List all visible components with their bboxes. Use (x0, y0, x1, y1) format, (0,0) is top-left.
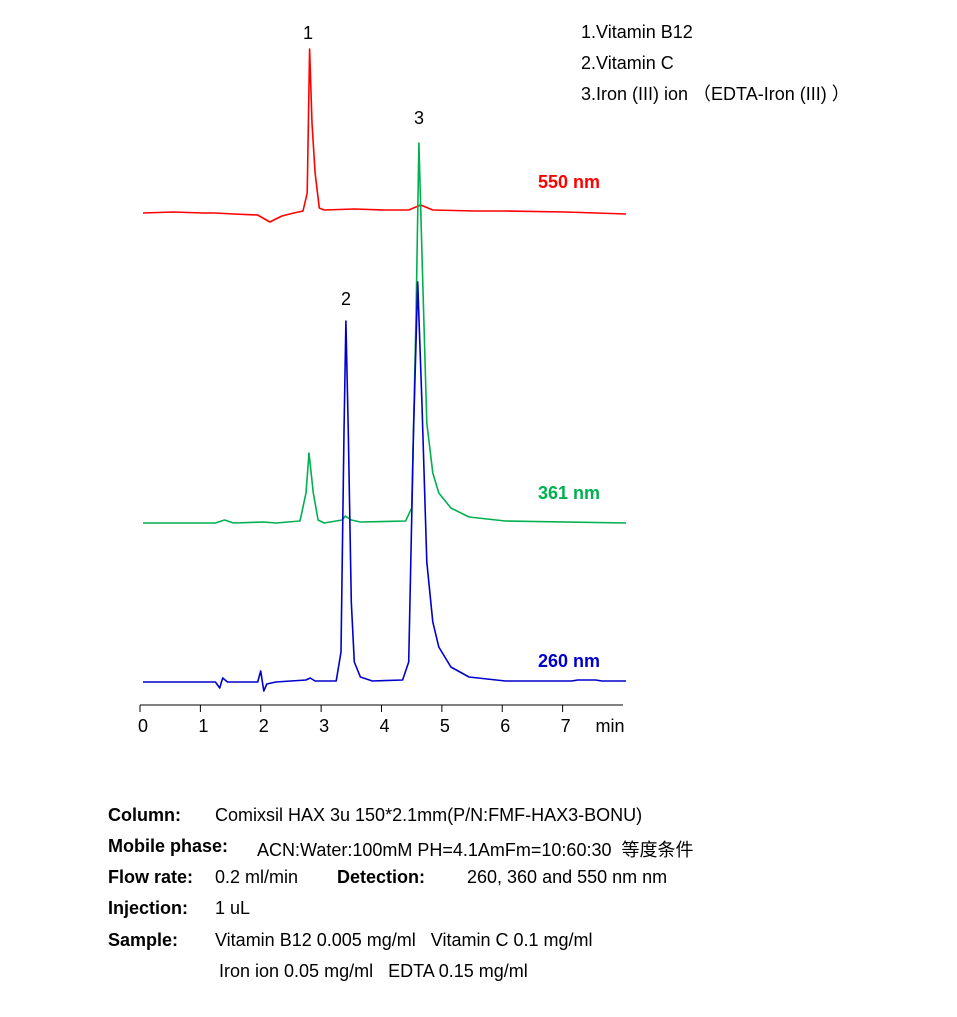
condition: Mobile phase: (108, 836, 228, 857)
legend-entry: 3.Iron (III) ion （EDTA-Iron (III) ） (581, 84, 850, 104)
trace (143, 142, 627, 524)
condition: Injection: (108, 898, 188, 919)
x-tick-label: 2 (259, 716, 269, 736)
x-tick-label: 6 (500, 716, 510, 736)
condition-value: 260, 360 and 550 nm nm (467, 867, 668, 887)
condition-value: 0.2 ml/min (215, 867, 299, 887)
trace-label: 550 nm (538, 172, 600, 192)
condition: Sample: (108, 930, 178, 951)
peak-label: 3 (414, 108, 424, 128)
x-tick-label: 1 (198, 716, 208, 736)
condition: Flow rate: (108, 867, 193, 888)
condition: Column: (108, 805, 181, 826)
chart: 1.Vitamin B12 2.Vitamin C 3.Iron (III) i… (138, 22, 850, 736)
label: Flow rate: (108, 867, 194, 887)
peak-label: 2 (341, 289, 351, 309)
trace-label: 260 nm (538, 651, 600, 671)
condition-value: Iron ion 0.05 mg/ml EDTA 0.15 mg/ml (219, 961, 528, 981)
x-tick-label: 5 (440, 716, 450, 736)
trace-label: 361 nm (538, 483, 600, 503)
condition-value: Comixsil HAX 3u 150*2.1mm(P/N:FMF-HAX3-B… (215, 805, 643, 825)
label: Mobile phase: (108, 836, 229, 856)
x-axis-label: min (595, 716, 624, 736)
x-tick-label: 4 (379, 716, 389, 736)
condition-value: ACN:Water:100mM PH=4.1AmFm=10:60:30 等度条件 (257, 840, 694, 860)
x-tick-label: 3 (319, 716, 329, 736)
peak-label: 1 (303, 23, 313, 43)
legend-entry: 1.Vitamin B12 (581, 22, 693, 42)
legend-entry: 2.Vitamin C (581, 53, 674, 73)
trace (143, 281, 626, 692)
condition: Detection: (337, 867, 425, 888)
condition-value: 1 uL (215, 898, 251, 918)
label: Detection: (337, 867, 426, 887)
condition-value: Vitamin B12 0.005 mg/ml Vitamin C 0.1 mg… (215, 930, 593, 950)
trace (142, 48, 627, 223)
x-tick-label: 0 (138, 716, 148, 736)
x-tick-label: 7 (561, 716, 571, 736)
label: Injection: (108, 898, 188, 918)
label: Column: (108, 805, 181, 825)
label: Sample: (108, 930, 179, 950)
